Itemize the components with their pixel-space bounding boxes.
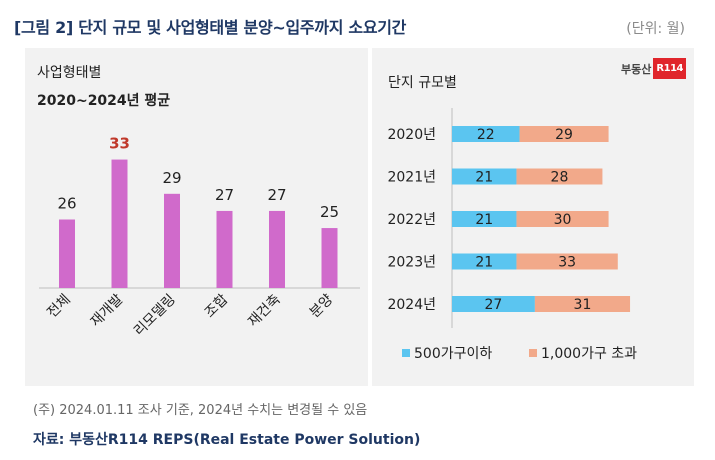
- category-label: 재건축: [245, 291, 284, 330]
- bar: [216, 210, 233, 288]
- complex-size-stacked-bar-chart: 2020년 22 29 2021년 21 28 2022년 21 30 2023년 21 33 2024…: [387, 108, 637, 362]
- data-label: 28: [551, 170, 569, 186]
- left-chart-title: 사업형태별: [37, 65, 102, 81]
- data-label: 27: [485, 297, 503, 313]
- bar-segment: [534, 296, 631, 312]
- data-label: 21: [475, 170, 493, 186]
- footnote: (주) 2024.01.11 조사 기준, 2024년 수치는 변경될 수 있음: [33, 403, 368, 418]
- data-label: 29: [162, 169, 181, 187]
- bar-segment: [452, 211, 517, 227]
- bar-segment: [452, 168, 517, 185]
- figure-title: [그림 2] 단지 규모 및 사업형태별 분양~입주까지 소요기간: [14, 18, 407, 37]
- category-label: 2020년: [387, 127, 436, 143]
- bar-segment: [516, 211, 609, 227]
- category-label: 2022년: [387, 212, 436, 228]
- category-label: 2024년: [387, 297, 436, 313]
- left-chart-subtitle: 2020~2024년 평균: [37, 93, 171, 109]
- bar: [164, 193, 180, 288]
- data-label: 21: [475, 212, 493, 228]
- logo-badge: R114: [653, 58, 686, 79]
- bar: [111, 159, 128, 288]
- category-label: 전체: [44, 292, 74, 322]
- category-label: 2021년: [387, 170, 436, 186]
- r114-logo: 부동산 R114: [621, 58, 686, 79]
- right-chart-panel: 단지 규모별 부동산 R114 2020년 22 29 2021년 21 28 2022년 2…: [372, 48, 694, 386]
- bar-segment: [452, 296, 535, 312]
- right-chart-title: 단지 규모별: [388, 75, 457, 91]
- bar: [321, 228, 338, 288]
- category-label: 재개발: [88, 291, 127, 330]
- data-label: 27: [267, 186, 286, 204]
- data-label: 21: [475, 255, 493, 271]
- data-label: 29: [555, 127, 573, 143]
- data-label: 25: [320, 203, 339, 221]
- category-label: 2023년: [387, 255, 436, 271]
- data-label: 22: [477, 127, 495, 143]
- bar: [59, 219, 75, 288]
- category-label: 조합: [202, 291, 232, 321]
- data-label: 33: [558, 255, 576, 271]
- legend-swatch: [529, 349, 537, 357]
- bar-segment: [516, 253, 618, 270]
- data-label: 30: [554, 212, 572, 228]
- business-type-bar-chart: 26 전체 33 재개발 29 리모델링 27 조합 27 재건축 25 분양: [39, 135, 360, 340]
- left-chart-panel: 사업형태별 2020~2024년 평균 26 전체 33 재개발 29 리모델링 27 조합 2…: [25, 48, 368, 386]
- legend-swatch: [402, 349, 410, 357]
- bar-segment: [452, 253, 517, 270]
- source-credit: 자료: 부동산R114 REPS(Real Estate Power Solut…: [33, 432, 421, 448]
- data-label: 26: [57, 195, 76, 213]
- bar-segment: [519, 126, 609, 142]
- bar-segment: [452, 126, 520, 142]
- bar: [269, 210, 285, 288]
- unit-label: (단위: 월): [626, 21, 685, 37]
- data-label: 33: [109, 135, 130, 153]
- category-label: 분양: [307, 291, 337, 321]
- category-label: 리모델링: [131, 292, 179, 340]
- bar-segment: [516, 168, 603, 185]
- data-label: 31: [574, 297, 592, 313]
- data-label: 27: [215, 186, 234, 204]
- logo-text: 부동산: [621, 62, 652, 76]
- legend-label: 500가구이하: [414, 346, 492, 362]
- legend-label: 1,000가구 초과: [541, 346, 637, 362]
